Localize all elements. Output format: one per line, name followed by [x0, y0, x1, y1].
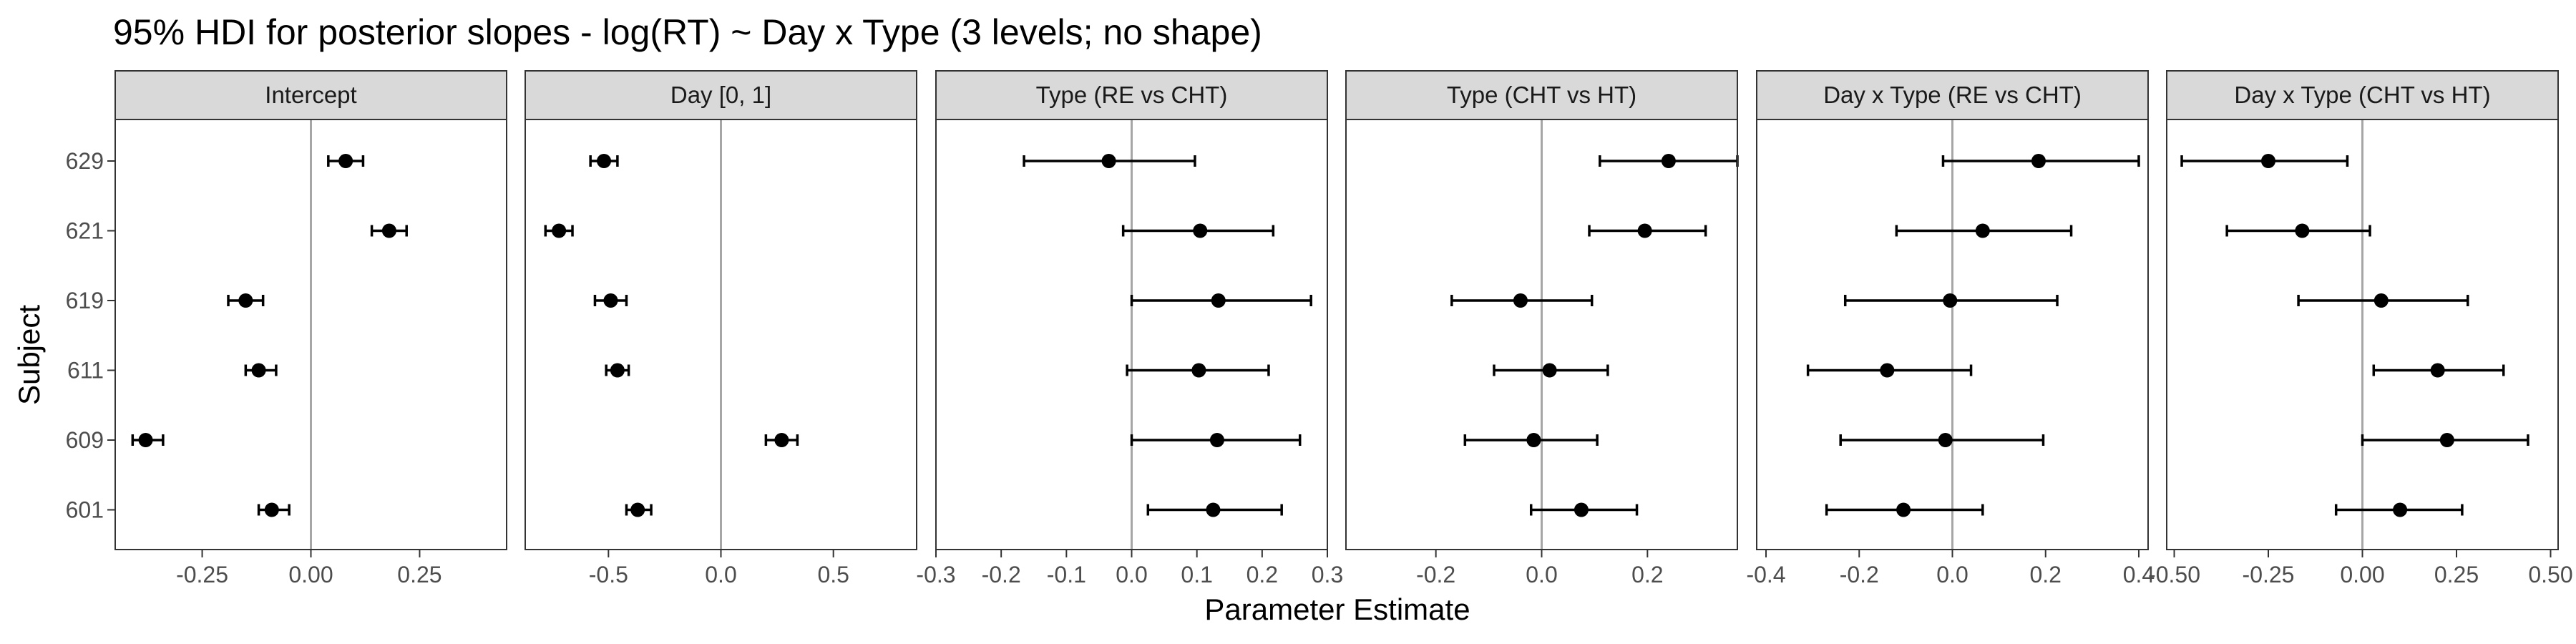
x-tick-label: 0.4 [2123, 562, 2155, 587]
estimate-point [597, 154, 612, 168]
x-tick-label: -0.25 [176, 562, 228, 587]
estimate-point [1938, 433, 1953, 447]
estimate-point [1526, 433, 1541, 447]
facet-strip-label: Day x Type (CHT vs HT) [2234, 82, 2490, 108]
estimate-point [1943, 293, 1958, 308]
estimate-point [1896, 502, 1911, 517]
estimate-point [264, 502, 279, 517]
x-tick-label: 0.0 [1936, 562, 1968, 587]
x-tick-label: 0.2 [1246, 562, 1278, 587]
estimate-point [238, 293, 253, 308]
x-tick-label: -0.2 [1416, 562, 1455, 587]
estimate-point [774, 433, 789, 447]
x-tick-label: -0.2 [982, 562, 1021, 587]
chart-title: 95% HDI for posterior slopes - log(RT) ~… [113, 12, 1262, 52]
estimate-point [1661, 154, 1676, 168]
x-tick-label: 0.50 [2528, 562, 2572, 587]
facet-strip [935, 70, 1328, 120]
estimate-point [2393, 502, 2408, 517]
facet-panel: Intercept -0.25 0.00 0.25 [114, 70, 507, 587]
estimate-point [2430, 363, 2445, 378]
x-tick-label: 0.25 [397, 562, 441, 587]
estimate-point [1209, 433, 1224, 447]
estimate-point [1542, 363, 1557, 378]
x-tick-label: 0.0 [1116, 562, 1147, 587]
estimate-point [1975, 223, 1990, 238]
estimate-point [1513, 293, 1528, 308]
facet-strip [2166, 70, 2559, 120]
x-tick-label: -0.3 [916, 562, 955, 587]
facet-strip [1345, 70, 1738, 120]
x-tick-label: -0.5 [589, 562, 628, 587]
estimate-point [2373, 293, 2389, 308]
y-axis-labels: 629 621 619 611 609 601 [66, 148, 115, 523]
x-tick-label: 0.5 [817, 562, 849, 587]
x-tick-label: -0.2 [1840, 562, 1879, 587]
y-tick-label: 621 [66, 218, 104, 244]
estimate-point [2295, 223, 2310, 238]
x-tick-label: -0.25 [2243, 562, 2295, 587]
x-tick-label: 0.25 [2434, 562, 2479, 587]
estimate-point [552, 223, 567, 238]
x-tick-label: -0.50 [2148, 562, 2200, 587]
x-tick-label: 0.2 [2029, 562, 2061, 587]
estimate-point [251, 363, 266, 378]
estimate-point [138, 433, 153, 447]
x-tick-label: -0.1 [1047, 562, 1086, 587]
facet-strip-label: Intercept [265, 82, 356, 108]
estimate-point [2439, 433, 2454, 447]
x-tick-label: 0.2 [1631, 562, 1663, 587]
estimate-point [1637, 223, 1652, 238]
estimate-point [381, 223, 396, 238]
estimate-point [1191, 363, 1206, 378]
estimate-point [1880, 363, 1895, 378]
y-axis-title: Subject [12, 305, 46, 405]
facet-panel: Day x Type (RE vs CHT) -0.4 -0.2 0.0 0.2 0.4 [1746, 70, 2155, 587]
estimate-point [1101, 154, 1116, 168]
facet-panel: Type (RE vs CHT) -0.3 -0.2 -0.1 0.0 0.1 0.2 0.3 [916, 70, 1343, 587]
y-tick-label: 609 [66, 427, 104, 453]
estimate-point [338, 154, 353, 168]
x-tick-label: 0.00 [288, 562, 333, 587]
x-tick-label: 0.0 [705, 562, 736, 587]
estimate-point [630, 502, 645, 517]
facet-panel: Day [0, 1] -0.5 0.0 0.5 [525, 70, 917, 587]
y-tick-label: 629 [66, 148, 104, 174]
x-tick-label: 0.1 [1181, 562, 1212, 587]
estimate-point [2261, 154, 2276, 168]
y-tick-label: 601 [66, 497, 104, 523]
x-tick-label: 0.3 [1312, 562, 1343, 587]
estimate-point [1574, 502, 1589, 517]
facet-strip [1756, 70, 2149, 120]
facet-strip-label: Day x Type (RE vs CHT) [1823, 82, 2082, 108]
estimate-point [603, 293, 618, 308]
estimate-point [2031, 154, 2046, 168]
x-axis-title: Parameter Estimate [1204, 592, 1470, 626]
facet-strip-label: Day [0, 1] [670, 82, 771, 108]
facet-strip-label: Type (RE vs CHT) [1036, 82, 1228, 108]
y-tick-label: 619 [66, 288, 104, 313]
estimate-point [610, 363, 625, 378]
x-tick-label: 0.00 [2340, 562, 2384, 587]
estimate-point [1211, 293, 1226, 308]
x-tick-label: 0.0 [1526, 562, 1557, 587]
y-tick-label: 611 [67, 358, 104, 384]
facet-panel: Type (CHT vs HT) -0.2 0.0 0.2 [1345, 70, 1739, 587]
estimate-point [1206, 502, 1221, 517]
estimate-point [1193, 223, 1208, 238]
facet-strip-label: Type (CHT vs HT) [1447, 82, 1636, 108]
facet-panel: Day x Type (CHT vs HT) -0.50 -0.25 0.00 0.25… [2148, 70, 2573, 587]
x-tick-label: -0.4 [1746, 562, 1785, 587]
